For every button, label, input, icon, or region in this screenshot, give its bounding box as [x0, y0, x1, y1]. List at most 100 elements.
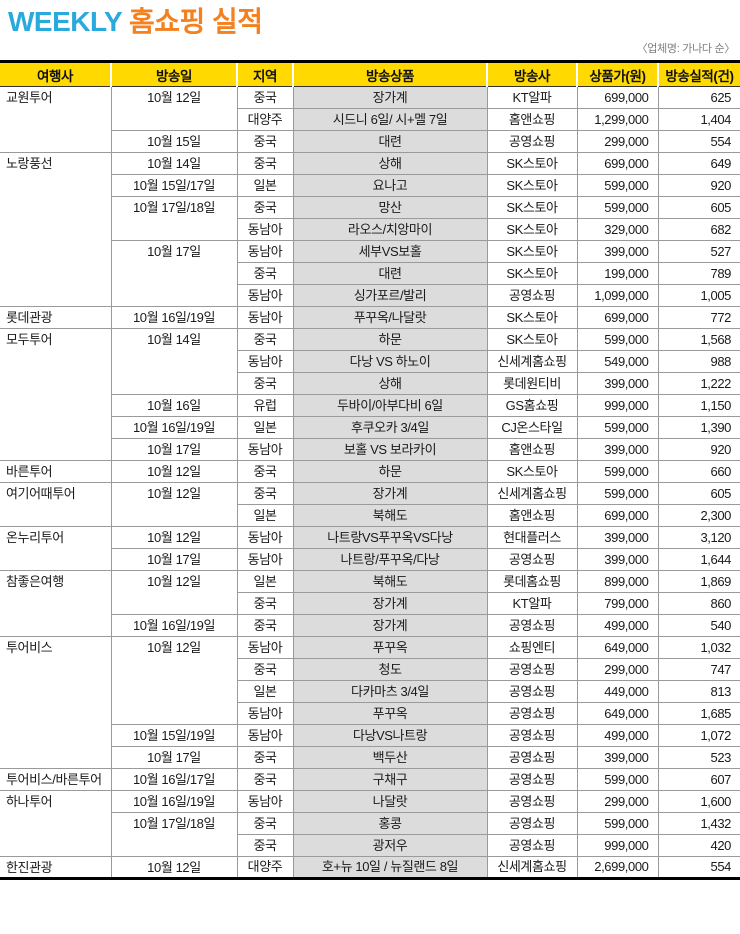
broadcaster-cell: SK스토아 [486, 218, 578, 241]
price-cell: 599,000 [576, 460, 659, 483]
product-cell: 광저우 [292, 834, 488, 857]
table-row: 투어비스/바른투어 10월 16일/17일 중국 구채구 공영쇼핑 599,000 607 [0, 768, 740, 791]
agency-cell: 한진관광 [0, 856, 112, 880]
product-cell: 후쿠오카 3/4일 [292, 416, 488, 439]
region-cell: 유럽 [236, 394, 294, 417]
broadcaster-cell: 공영쇼핑 [486, 746, 578, 769]
table-header: 여행사 방송일 지역 방송상품 방송사 상품가(원) 방송실적(건) [0, 60, 740, 87]
count-cell: 1,568 [657, 328, 740, 351]
broadcaster-cell: 공영쇼핑 [486, 790, 578, 813]
broadcaster-cell: 홈앤쇼핑 [486, 108, 578, 131]
broadcaster-cell: KT알파 [486, 86, 578, 109]
product-cell: 푸꾸옥/나달랏 [292, 306, 488, 329]
product-cell: 상해 [292, 372, 488, 395]
date-cell: 10월 14일 [110, 152, 238, 175]
product-cell: 세부VS보홀 [292, 240, 488, 263]
table-row: 롯데관광 10월 16일/19일 동남아 푸꾸옥/나달랏 SK스토아 699,000 772 [0, 306, 740, 329]
table-row: 10월 15일 중국 대련 공영쇼핑 299,000 554 [0, 130, 740, 153]
region-cell: 중국 [236, 130, 294, 153]
broadcaster-cell: SK스토아 [486, 196, 578, 219]
price-cell: 499,000 [576, 724, 659, 747]
header-broadcast-date: 방송일 [110, 60, 237, 87]
count-cell: 920 [657, 174, 740, 197]
agency-cell: 온누리투어 [0, 526, 112, 571]
agency-cell: 모두투어 [0, 328, 112, 461]
date-cell: 10월 16일/19일 [110, 614, 238, 637]
date-cell: 10월 14일 [110, 328, 238, 395]
region-cell: 대양주 [236, 108, 294, 131]
count-cell: 1,600 [657, 790, 740, 813]
region-cell: 일본 [236, 416, 294, 439]
count-cell: 554 [657, 130, 740, 153]
broadcaster-cell: 신세계홈쇼핑 [486, 350, 578, 373]
region-cell: 동남아 [236, 526, 294, 549]
table-row: 한진관광 10월 12일 대양주 호+뉴 10일 / 뉴질랜드 8일 신세계홈쇼핑 2,6… [0, 856, 740, 880]
table-row: 10월 17일 동남아 보홀 VS 보라카이 홈앤쇼핑 399,000 920 [0, 438, 740, 461]
product-cell: 하문 [292, 460, 488, 483]
price-cell: 599,000 [576, 768, 659, 791]
product-cell: 장가계 [292, 482, 488, 505]
date-cell: 10월 15일/19일 [110, 724, 238, 747]
count-cell: 3,120 [657, 526, 740, 549]
broadcaster-cell: SK스토아 [486, 460, 578, 483]
broadcaster-cell: 쇼핑엔티 [486, 636, 578, 659]
header-region: 지역 [236, 60, 293, 87]
table-header-row: 여행사 방송일 지역 방송상품 방송사 상품가(원) 방송실적(건) [0, 60, 740, 87]
product-cell: 다낭VS나트랑 [292, 724, 488, 747]
date-cell: 10월 12일 [110, 460, 238, 483]
product-cell: 요나고 [292, 174, 488, 197]
price-cell: 399,000 [576, 240, 659, 263]
count-cell: 1,685 [657, 702, 740, 725]
table-row: 바른투어 10월 12일 중국 하문 SK스토아 599,000 660 [0, 460, 740, 483]
count-cell: 1,005 [657, 284, 740, 307]
region-cell: 동남아 [236, 306, 294, 329]
price-cell: 649,000 [576, 636, 659, 659]
header-price: 상품가(원) [576, 60, 658, 87]
region-cell: 동남아 [236, 438, 294, 461]
broadcaster-cell: 공영쇼핑 [486, 130, 578, 153]
region-cell: 일본 [236, 680, 294, 703]
price-cell: 399,000 [576, 372, 659, 395]
count-cell: 789 [657, 262, 740, 285]
product-cell: 푸꾸옥 [292, 702, 488, 725]
product-cell: 망산 [292, 196, 488, 219]
table-row: 10월 17일 동남아 세부VS보홀 SK스토아 399,000 527 [0, 240, 740, 307]
broadcaster-cell: 홈앤쇼핑 [486, 504, 578, 527]
agency-cell: 바른투어 [0, 460, 112, 483]
page: WEEKLY 홈쇼핑 실적 〈업체명: 가나다 순〉 여행사 방송일 지역 방송… [0, 5, 740, 880]
table-row: 투어비스 10월 12일 동남아 푸꾸옥 쇼핑엔티 649,000 1,032 [0, 636, 740, 769]
count-cell: 860 [657, 592, 740, 615]
table-row: 일본 북해도 홈앤쇼핑 699,000 2,300 [0, 504, 740, 527]
date-cell: 10월 17일 [110, 240, 238, 307]
price-cell: 399,000 [576, 746, 659, 769]
region-cell: 동남아 [236, 636, 294, 659]
table-row: 10월 17일/18일 중국 망산 SK스토아 599,000 605 [0, 196, 740, 241]
price-cell: 1,299,000 [576, 108, 659, 131]
table-row: 10월 15일/17일 일본 요나고 SK스토아 599,000 920 [0, 174, 740, 197]
table-row: 중국 청도 공영쇼핑 299,000 747 [0, 658, 740, 681]
region-cell: 동남아 [236, 702, 294, 725]
region-cell: 중국 [236, 614, 294, 637]
table-row: 10월 16일/19일 일본 후쿠오카 3/4일 CJ온스타일 599,000 1,390 [0, 416, 740, 439]
broadcaster-cell: 공영쇼핑 [486, 812, 578, 835]
product-cell: 보홀 VS 보라카이 [292, 438, 488, 461]
broadcaster-cell: SK스토아 [486, 262, 578, 285]
region-cell: 중국 [236, 152, 294, 175]
product-cell: 두바이/아부다비 6일 [292, 394, 488, 417]
date-cell: 10월 16일/17일 [110, 768, 238, 791]
date-cell: 10월 17일 [110, 548, 238, 571]
product-cell: 다카마츠 3/4일 [292, 680, 488, 703]
sort-note: 〈업체명: 가나다 순〉 [636, 43, 736, 55]
date-cell: 10월 12일 [110, 636, 238, 725]
date-cell: 10월 12일 [110, 526, 238, 549]
region-cell: 동남아 [236, 218, 294, 241]
table-row: 10월 16일/19일 중국 장가계 공영쇼핑 499,000 540 [0, 614, 740, 637]
table-row: 10월 16일 유럽 두바이/아부다비 6일 GS홈쇼핑 999,000 1,150 [0, 394, 740, 417]
product-cell: 하문 [292, 328, 488, 351]
agency-cell: 투어비스/바른투어 [0, 768, 112, 791]
count-cell: 682 [657, 218, 740, 241]
agency-cell: 참좋은여행 [0, 570, 112, 637]
broadcaster-cell: SK스토아 [486, 328, 578, 351]
region-cell: 동남아 [236, 724, 294, 747]
count-cell: 813 [657, 680, 740, 703]
